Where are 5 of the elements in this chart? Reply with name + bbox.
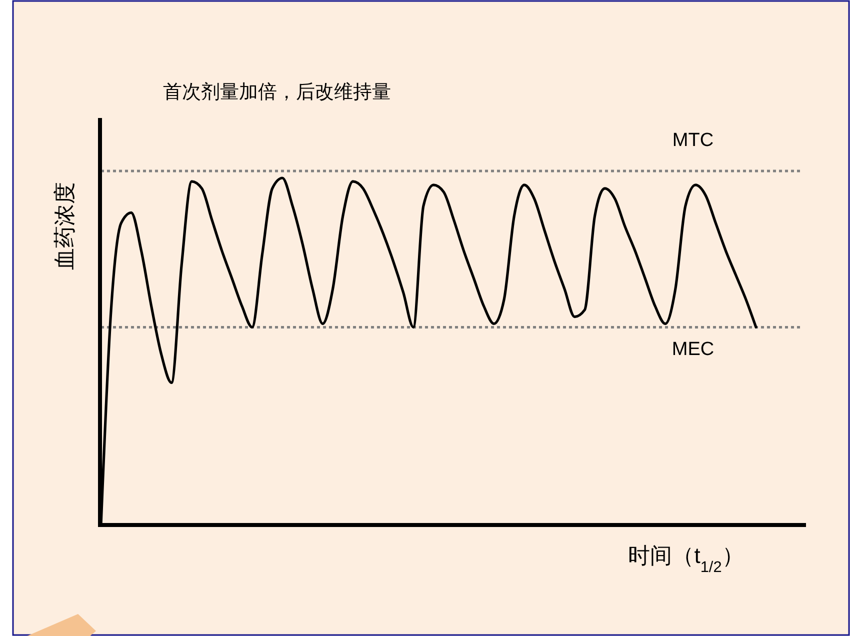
ref-line-label: MEC [672,339,714,360]
chart-title: 首次剂量加倍，后改维持量 [163,81,391,103]
x-axis-title: 时间（t$_{1/2}$） [628,543,744,576]
y-axis-title: 血药浓度 [52,182,77,270]
ref-line-label: MTC [672,130,714,152]
